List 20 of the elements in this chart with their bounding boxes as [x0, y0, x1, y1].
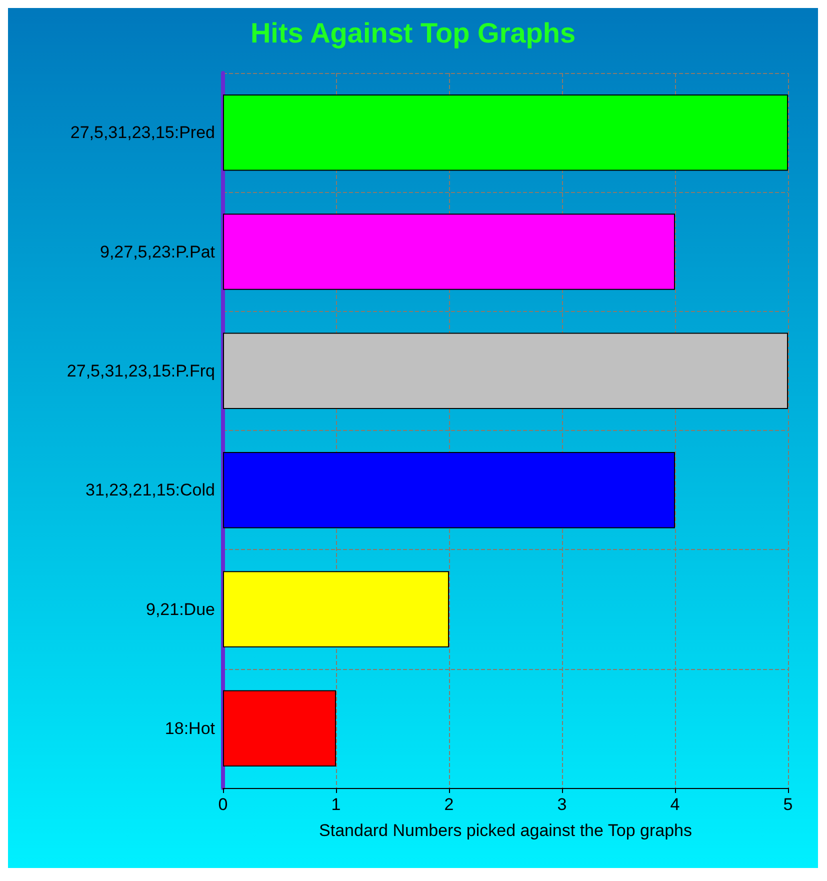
- y-tick-label: 9,27,5,23:P.Pat: [100, 242, 216, 262]
- bar: [223, 452, 675, 528]
- bar: [223, 214, 675, 290]
- x-tick-label: 0: [218, 795, 228, 814]
- bar: [223, 571, 449, 648]
- y-tick-label: 18:Hot: [164, 718, 216, 738]
- y-tick-label: 27,5,31,23,15:P.Frq: [66, 361, 215, 380]
- x-tick-label: 3: [557, 795, 567, 814]
- x-tick-label: 1: [331, 795, 341, 814]
- chart-title: Hits Against Top Graphs: [250, 18, 576, 48]
- y-tick-label: 27,5,31,23,15:Pred: [70, 123, 215, 142]
- y-tick-label: 9,21:Due: [146, 600, 215, 619]
- x-tick-label: 2: [444, 795, 454, 814]
- bar: [223, 94, 788, 171]
- x-tick-label: 4: [670, 795, 680, 814]
- bar: [223, 332, 788, 410]
- x-axis-title: Standard Numbers picked against the Top graphs: [319, 821, 692, 840]
- x-tick-label: 5: [783, 795, 793, 814]
- bar: [223, 690, 336, 767]
- y-tick-label: 31,23,21,15:Cold: [86, 480, 215, 500]
